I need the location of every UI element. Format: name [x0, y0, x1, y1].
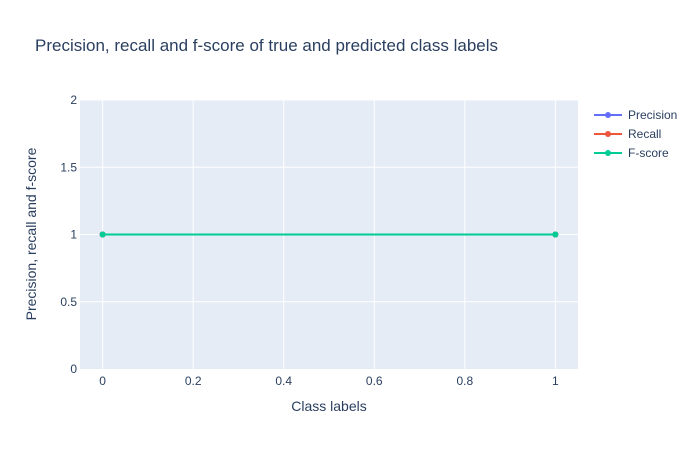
x-axis-title: Class labels [291, 398, 366, 414]
legend-label: F-score [628, 146, 669, 160]
x-tick-label: 0.8 [456, 374, 473, 388]
data-point [99, 231, 106, 238]
y-axis-title: Precision, recall and f-score [23, 147, 39, 320]
chart-title: Precision, recall and f-score of true an… [35, 36, 498, 55]
y-tick-label: 1.5 [60, 160, 77, 174]
tick-labels: 0 0.2 0.4 0.6 0.8 1 0 0.5 1 1.5 2 [60, 93, 559, 388]
legend-marker [605, 112, 611, 118]
x-tick-label: 1 [552, 374, 559, 388]
y-tick-label: 2 [70, 93, 77, 107]
x-tick-label: 0 [99, 374, 106, 388]
series-lines [99, 231, 559, 238]
legend-marker [605, 131, 611, 137]
y-tick-label: 1 [70, 228, 77, 242]
legend-marker [605, 150, 611, 156]
x-tick-label: 0.6 [366, 374, 383, 388]
y-tick-label: 0 [70, 362, 77, 376]
legend-label: Recall [628, 127, 661, 141]
legend-label: Precision [628, 108, 677, 122]
legend-item: Precision [594, 108, 677, 122]
legend-item: Recall [594, 127, 661, 141]
legend: Precision Recall F-score [594, 108, 677, 160]
legend-item: F-score [594, 146, 669, 160]
y-tick-label: 0.5 [60, 295, 77, 309]
x-tick-label: 0.2 [185, 374, 202, 388]
data-point [552, 231, 559, 238]
series-f-score [99, 231, 559, 238]
x-tick-label: 0.4 [275, 374, 292, 388]
